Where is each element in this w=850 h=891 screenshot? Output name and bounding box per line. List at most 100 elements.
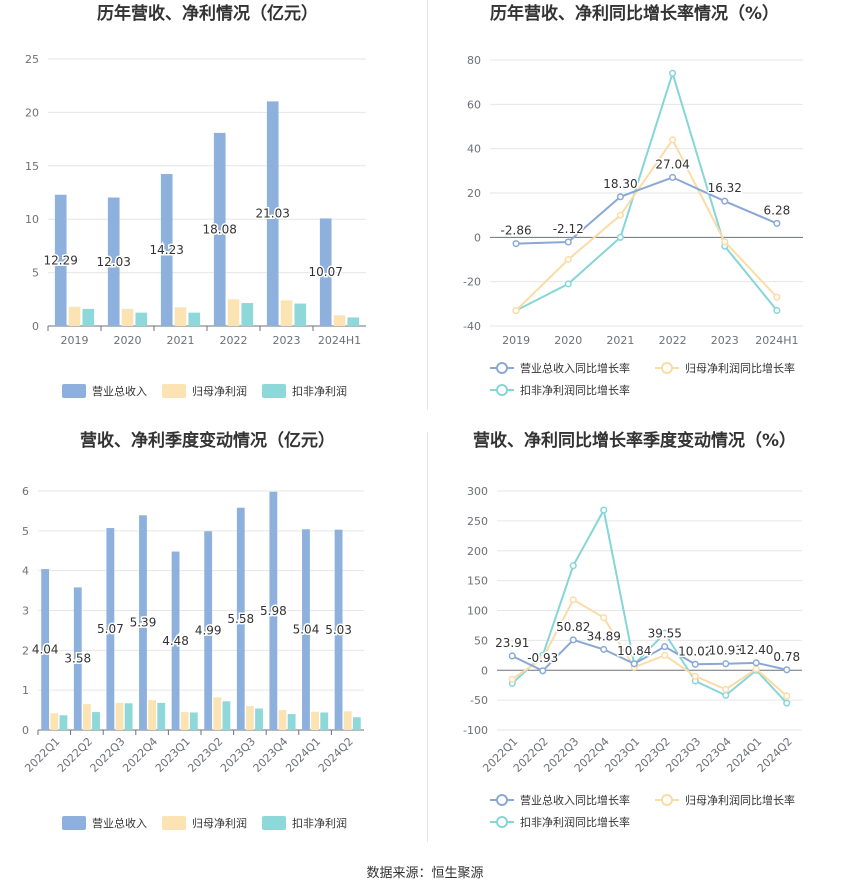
- line-point: [512, 306, 520, 315]
- line-point: [722, 691, 730, 699]
- bar-parent-profit: [280, 300, 293, 326]
- bar-data-label: 14.23: [150, 243, 184, 257]
- data-source-note: 数据来源：恒生聚源: [366, 866, 484, 881]
- bar-data-label: 10.07: [309, 265, 343, 279]
- bar-nonrecurring-profit: [294, 303, 307, 326]
- x-tick-label: 2022Q4: [120, 735, 160, 775]
- bar-data-label: 12.29: [44, 253, 78, 267]
- y-tick-label: 40: [467, 143, 481, 156]
- x-tick-label: 2022: [659, 334, 687, 347]
- bar-revenue: [107, 197, 120, 326]
- bar-data-label: 5.07: [97, 622, 124, 636]
- line-point: [783, 692, 791, 700]
- bar-parent-profit: [121, 308, 134, 326]
- y-tick-label: 1: [22, 684, 29, 697]
- bar-parent-profit: [213, 697, 222, 730]
- y-tick-label: 0: [32, 320, 39, 333]
- y-tick-label: -40: [463, 320, 481, 333]
- x-tick-label: 2022Q3: [88, 735, 128, 775]
- y-tick-label: 20: [25, 106, 39, 119]
- x-tick-label: 2022Q2: [55, 735, 95, 775]
- line-data-label: 27.04: [655, 157, 689, 171]
- bar-nonrecurring-profit: [320, 712, 329, 730]
- line-data-label: -2.12: [553, 222, 584, 236]
- bar-data-label: 12.03: [97, 255, 131, 269]
- y-tick-label: 80: [467, 54, 481, 67]
- line-point: [539, 667, 547, 675]
- line-point: [773, 306, 781, 315]
- legend-swatch-marker: [661, 362, 673, 374]
- line-point: [508, 652, 516, 660]
- x-tick-label: 2024Q2: [316, 735, 356, 775]
- line-point: [564, 238, 572, 246]
- bar-parent-profit: [180, 712, 189, 730]
- bar-parent-profit: [333, 315, 346, 326]
- bar-parent-profit: [148, 700, 157, 730]
- x-tick-label: 2022: [220, 334, 248, 347]
- legend-swatch-marker: [496, 816, 508, 828]
- y-tick-label: -50: [470, 694, 488, 707]
- y-tick-label: 150: [467, 575, 488, 588]
- line-point: [752, 659, 760, 667]
- line-data-label: 10.93: [709, 644, 743, 658]
- chart-title: 历年营收、净利情况（亿元）: [97, 3, 318, 24]
- line-point: [752, 665, 760, 673]
- quarterly-growth-rate-chart: 营收、净利同比增长率季度变动情况（%） -100 -50 0 50 100 150 200 25…: [463, 430, 802, 829]
- y-tick-label: 3: [22, 605, 29, 618]
- y-tick-label: 0: [22, 724, 29, 737]
- bar-data-label: 21.03: [256, 207, 290, 221]
- line-point: [773, 219, 781, 227]
- legend-label: 扣非净利润: [292, 384, 347, 398]
- line-parent-profit-growth: [515, 137, 778, 312]
- bar-nonrecurring-profit: [135, 312, 148, 326]
- line-data-label: 10.02: [678, 644, 712, 658]
- line-point: [669, 173, 677, 181]
- bar-data-label: 4.04: [32, 643, 59, 657]
- bar-parent-profit: [278, 710, 287, 730]
- legend-label: 归母净利润: [192, 816, 247, 830]
- line-point: [564, 280, 572, 288]
- legend-swatch: [62, 384, 86, 398]
- legend-swatch-marker: [661, 794, 673, 806]
- line-point: [722, 660, 730, 668]
- bar-parent-profit: [174, 307, 187, 326]
- line-data-label: 34.89: [587, 629, 621, 643]
- legend-label: 扣非净利润同比增长率: [520, 383, 630, 397]
- line-point: [539, 654, 547, 662]
- line-data-label: 12.40: [739, 643, 773, 657]
- line-point: [691, 672, 699, 680]
- line-point: [721, 197, 729, 205]
- x-tick-label: 2024H1: [318, 334, 361, 347]
- legend-label: 扣非净利润同比增长率: [520, 815, 630, 829]
- y-tick-label: -100: [463, 724, 488, 737]
- y-tick-label: 15: [25, 160, 39, 173]
- x-tick-label: 2024Q1: [283, 735, 323, 775]
- line-nonrecurring-profit-growth: [515, 69, 778, 312]
- bar-nonrecurring-profit: [189, 712, 198, 730]
- bar-parent-profit: [115, 702, 124, 730]
- bar-nonrecurring-profit: [82, 308, 95, 326]
- line-point: [661, 629, 669, 637]
- bar-revenue: [171, 551, 180, 730]
- line-point: [564, 255, 572, 264]
- legend-swatch-marker: [496, 362, 508, 374]
- line-point: [569, 596, 577, 604]
- bar-revenue: [334, 529, 343, 730]
- legend-label: 营业总收入: [92, 816, 147, 830]
- bar-nonrecurring-profit: [157, 702, 166, 730]
- line-nonrecurring-profit-growth: [511, 507, 788, 704]
- legend-swatch: [162, 384, 186, 398]
- bar-revenue: [54, 194, 67, 326]
- line-point: [600, 506, 608, 514]
- x-tick-label: 2021: [606, 334, 634, 347]
- x-tick-label: 2021: [167, 334, 195, 347]
- line-point: [600, 614, 608, 622]
- chart-title: 营收、净利同比增长率季度变动情况（%）: [473, 430, 796, 451]
- bar-revenue: [269, 491, 278, 730]
- bar-nonrecurring-profit: [222, 701, 231, 730]
- bar-nonrecurring-profit: [124, 703, 133, 730]
- line-data-label: 10.84: [617, 644, 651, 658]
- legend-label: 营业总收入同比增长率: [520, 361, 630, 375]
- y-tick-label: 4: [22, 565, 29, 578]
- bar-nonrecurring-profit: [92, 712, 100, 730]
